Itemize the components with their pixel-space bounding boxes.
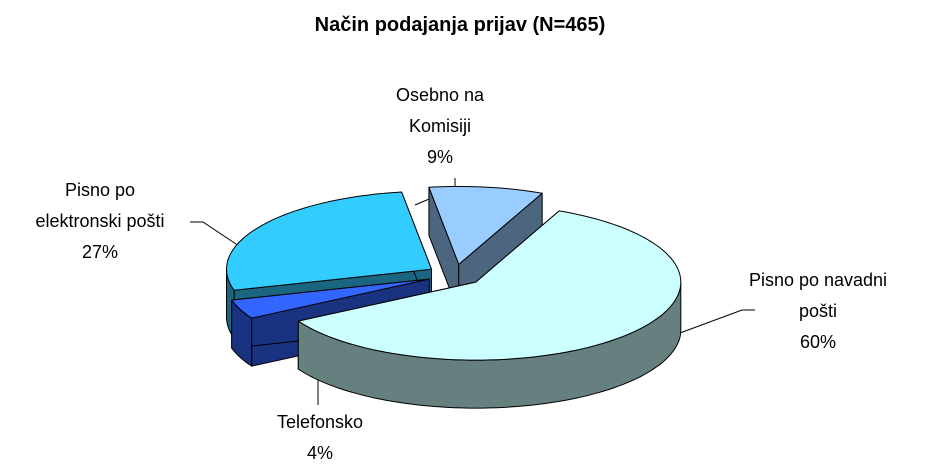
label-category: Osebno na Komisiji — [395, 85, 485, 136]
slice-top — [428, 186, 543, 265]
leader-line — [679, 309, 755, 334]
data-label: Telefonsko 4% — [260, 407, 380, 464]
leader-line — [190, 221, 246, 251]
data-label: Pisno po navadni pošti 60% — [743, 265, 893, 358]
label-category: Pisno po navadni pošti — [748, 270, 888, 321]
label-category: Pisno po elektronski pošti — [35, 180, 165, 231]
label-category: Telefonsko — [276, 412, 364, 432]
slice — [297, 210, 682, 409]
label-value: 9% — [426, 147, 453, 167]
chart-title: Način podajanja prijav (N=465) — [314, 14, 606, 36]
label-value: 60% — [799, 332, 837, 352]
slice-top — [231, 278, 430, 319]
label-value: 4% — [306, 443, 333, 463]
data-label: Pisno po elektronski pošti 27% — [20, 175, 180, 268]
data-label: Osebno na Komisiji 9% — [380, 80, 500, 173]
slice-top — [226, 191, 432, 291]
slice-top — [297, 210, 682, 361]
label-value: 27% — [81, 242, 119, 262]
